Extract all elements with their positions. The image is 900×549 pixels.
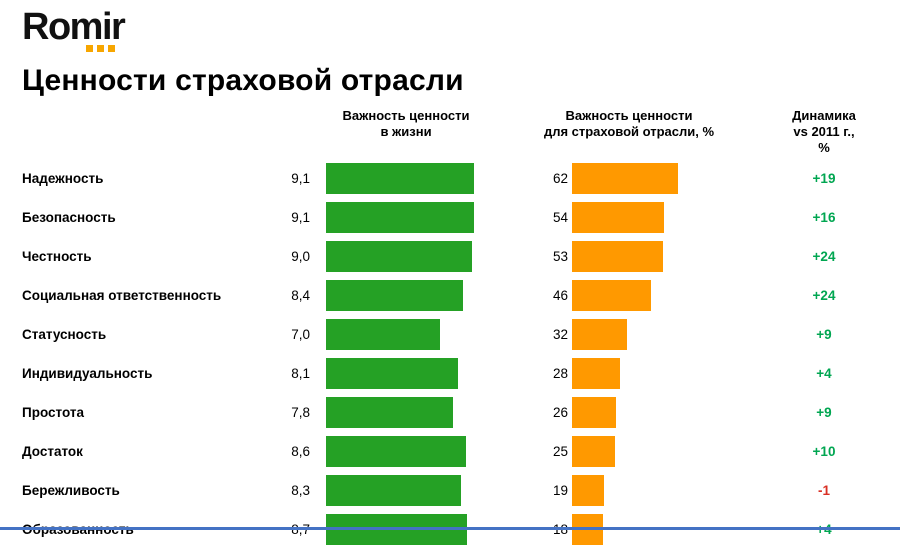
- dynamics-value: +16: [812, 210, 836, 225]
- row-category: Статусность: [22, 327, 107, 342]
- life-bar-track: [326, 319, 540, 350]
- life-bar: [326, 241, 473, 272]
- row-category: Простота: [22, 405, 84, 420]
- industry-bar-track: [572, 241, 788, 272]
- industry-bar-track: [572, 163, 788, 194]
- life-bar-track: [326, 280, 540, 311]
- row-category: Индивидуальность: [22, 366, 153, 381]
- page-title: Ценности страховой отрасли: [22, 64, 464, 97]
- column-header-category-spacer: [22, 108, 272, 156]
- column-header-life-line1: Важность ценности: [342, 108, 470, 123]
- footer-divider: [0, 527, 900, 530]
- logo-text: Romir: [22, 6, 126, 48]
- dynamics-value: +24: [812, 288, 836, 303]
- life-value: 8,3: [291, 483, 310, 498]
- dynamics-value: +10: [812, 444, 836, 459]
- industry-bar: [572, 397, 617, 428]
- row-category: Надежность: [22, 171, 104, 186]
- life-bar: [326, 358, 458, 389]
- table-row: Статусность 7,0 32 +9: [22, 315, 888, 354]
- dynamics-value: +19: [812, 171, 836, 186]
- industry-bar-track: [572, 202, 788, 233]
- life-value: 9,0: [291, 249, 310, 264]
- table-row: Честность 9,0 53 +24: [22, 237, 888, 276]
- life-value: 8,1: [291, 366, 310, 381]
- life-bar-track: [326, 397, 540, 428]
- row-category: Честность: [22, 249, 92, 264]
- life-bar-track: [326, 436, 540, 467]
- table-row: Социальная ответственность 8,4 46 +24: [22, 276, 888, 315]
- industry-bar: [572, 358, 620, 389]
- life-bar: [326, 163, 474, 194]
- life-bar: [326, 397, 453, 428]
- table-row: Надежность 9,1 62 +19: [22, 159, 888, 198]
- table-row: Бережливость 8,3 19 -1: [22, 471, 888, 510]
- industry-value: 54: [552, 210, 568, 225]
- industry-bar: [572, 202, 665, 233]
- life-bar: [326, 202, 474, 233]
- industry-bar: [572, 319, 627, 350]
- dynamics-value: +9: [816, 327, 832, 342]
- life-bar-track: [326, 241, 540, 272]
- industry-bar-track: [572, 475, 788, 506]
- table-row: Простота 7,8 26 +9: [22, 393, 888, 432]
- industry-bar-track: [572, 436, 788, 467]
- row-category: Социальная ответственность: [22, 288, 222, 303]
- column-header-life: Важность ценности в жизни: [272, 108, 540, 156]
- life-bar-track: [326, 163, 540, 194]
- industry-bar: [572, 475, 605, 506]
- industry-bar: [572, 436, 615, 467]
- dynamics-value: -1: [817, 483, 830, 498]
- table-row: Индивидуальность 8,1 28 +4: [22, 354, 888, 393]
- life-value: 7,8: [291, 405, 310, 420]
- industry-value: 25: [552, 444, 568, 459]
- life-bar: [326, 280, 463, 311]
- logo-dots-icon: [86, 45, 115, 52]
- column-header-industry-line2: для страховой отрасли, %: [543, 124, 715, 139]
- life-value: 9,1: [291, 210, 310, 225]
- column-header-dynamics-line1: Динамика: [792, 108, 856, 123]
- industry-bar-track: [572, 319, 788, 350]
- life-bar: [326, 475, 461, 506]
- table-row: Безопасность 9,1 54 +16: [22, 198, 888, 237]
- industry-bar-track: [572, 280, 788, 311]
- life-value: 9,1: [291, 171, 310, 186]
- life-value: 7,0: [291, 327, 310, 342]
- industry-value: 62: [552, 171, 568, 186]
- life-bar-track: [326, 358, 540, 389]
- industry-value: 19: [552, 483, 568, 498]
- slide: Romir Ценности страховой отрасли Важност…: [0, 6, 900, 545]
- dynamics-value: +4: [816, 366, 832, 381]
- industry-value: 26: [552, 405, 568, 420]
- romir-logo: Romir: [22, 6, 126, 52]
- column-header-life-line2: в жизни: [380, 124, 432, 139]
- industry-value: 53: [552, 249, 568, 264]
- row-category: Бережливость: [22, 483, 120, 498]
- dynamics-value: +24: [812, 249, 836, 264]
- life-value: 8,4: [291, 288, 310, 303]
- dynamics-value: +9: [816, 405, 832, 420]
- column-headers: Важность ценности в жизни Важность ценно…: [22, 108, 888, 156]
- life-bar: [326, 436, 466, 467]
- industry-bar: [572, 280, 651, 311]
- industry-bar: [572, 163, 678, 194]
- column-header-dynamics: Динамика vs 2011 г., %: [788, 108, 888, 156]
- column-header-dynamics-line2: vs 2011 г., %: [793, 124, 855, 155]
- chart-rows: Надежность 9,1 62 +19 Безопасность 9,1 5…: [22, 159, 888, 549]
- industry-bar-track: [572, 397, 788, 428]
- life-bar-track: [326, 202, 540, 233]
- column-header-industry-line1: Важность ценности: [565, 108, 693, 123]
- industry-value: 32: [552, 327, 568, 342]
- column-header-industry: Важность ценности для страховой отрасли,…: [540, 108, 788, 156]
- life-value: 8,6: [291, 444, 310, 459]
- table-row: Достаток 8,6 25 +10: [22, 432, 888, 471]
- industry-bar-track: [572, 358, 788, 389]
- row-category: Достаток: [22, 444, 83, 459]
- industry-value: 28: [552, 366, 568, 381]
- row-category: Безопасность: [22, 210, 116, 225]
- life-bar: [326, 319, 440, 350]
- industry-bar: [572, 241, 663, 272]
- industry-value: 46: [552, 288, 568, 303]
- life-bar-track: [326, 475, 540, 506]
